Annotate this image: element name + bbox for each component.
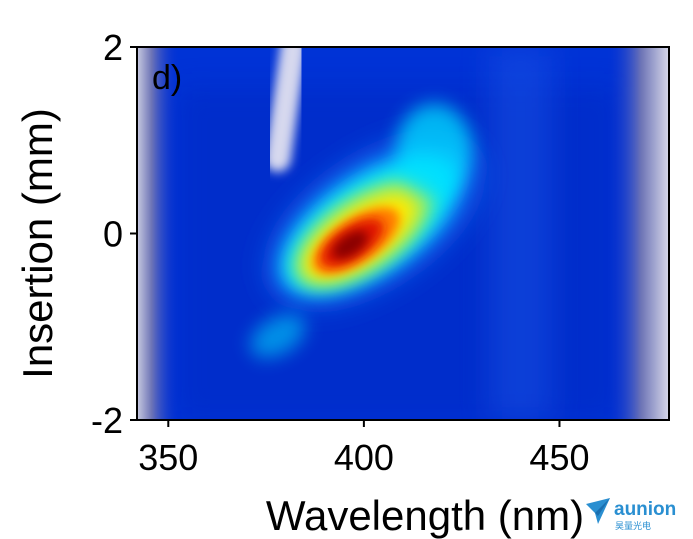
x-tick-label: 400	[334, 437, 394, 478]
x-axis: 350 400 450	[138, 420, 590, 478]
heatmap-streak	[264, 47, 307, 172]
watermark-text: aunion	[614, 499, 676, 520]
x-axis-label: Wavelength (nm)	[266, 492, 584, 539]
y-tick-label: 0	[103, 214, 123, 255]
heatmap-edge-left	[137, 47, 179, 420]
panel-label: d)	[152, 59, 182, 97]
heatmap-peak	[332, 230, 368, 259]
y-axis: -2 0 2	[91, 27, 137, 441]
watermark-logo: aunion 昊量光电	[586, 498, 676, 532]
x-tick-label: 350	[138, 437, 198, 478]
y-axis-label: Insertion (mm)	[14, 108, 61, 379]
x-tick-label: 450	[529, 437, 589, 478]
heatmap-band	[489, 47, 552, 420]
y-tick-label: -2	[91, 400, 123, 441]
y-tick-label: 2	[103, 27, 123, 68]
watermark-subtext: 昊量光电	[615, 520, 651, 532]
heatmap-tail	[250, 314, 306, 358]
heatmap-shoulder	[396, 103, 473, 196]
heatmap-edge-right	[607, 47, 669, 420]
